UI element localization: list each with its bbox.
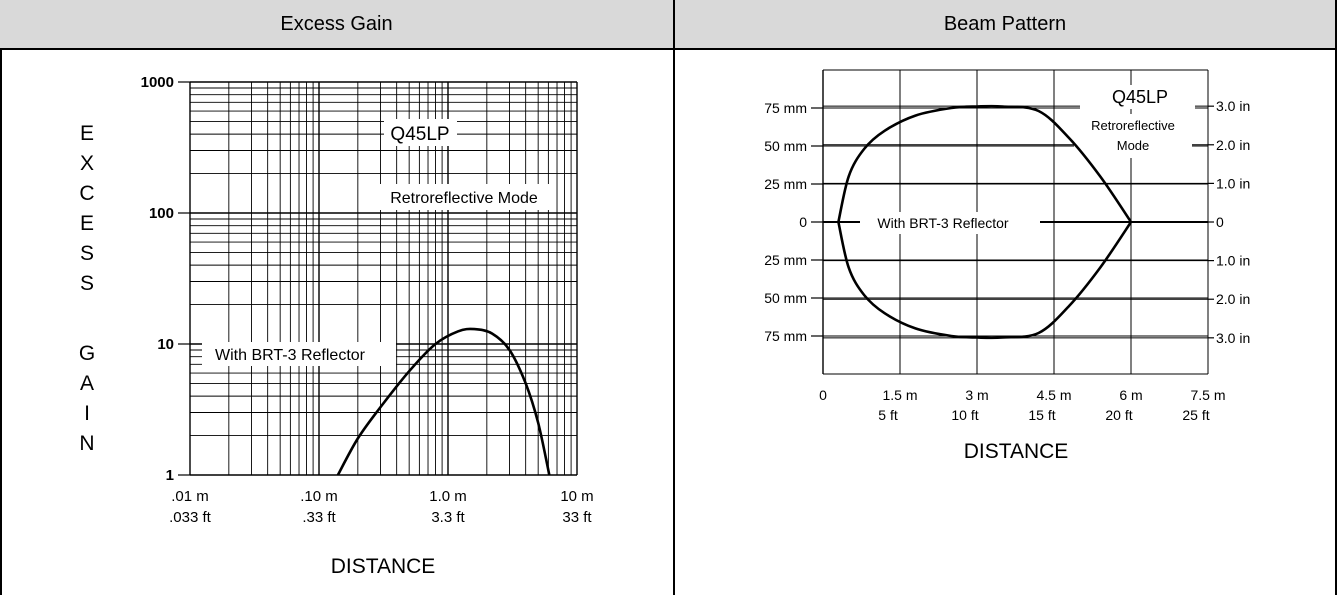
x-tick-label: 7.5 m <box>1190 387 1225 403</box>
model-label: Q45LP <box>390 124 449 145</box>
y-tick-label-right: 0 <box>1216 214 1224 230</box>
y-tick-label-right: 2.0 in <box>1216 291 1250 307</box>
y-axis-title-letter: S <box>80 242 94 265</box>
mode-label-bg <box>377 184 551 210</box>
x-tick-label: 1.5 m <box>882 387 917 403</box>
y-tick-label-left: 75 mm <box>764 328 807 344</box>
x-tick-label: 0 <box>819 387 827 403</box>
x-axis-title: DISTANCE <box>331 555 436 578</box>
y-tick-label-left: 0 <box>799 214 807 230</box>
y-axis-title-letter: G <box>79 342 95 365</box>
y-axis-title-letter: E <box>80 212 94 235</box>
model-label-bg <box>384 119 457 146</box>
y-axis-title-letter: X <box>80 152 94 175</box>
curve-label: With BRT-3 Reflector <box>215 347 366 364</box>
y-tick-label-left: 25 mm <box>764 252 807 268</box>
y-axis-title-letter: C <box>79 182 94 205</box>
mode-label-line1: Retroreflective <box>1091 118 1175 133</box>
y-tick-label-left: 25 mm <box>764 176 807 192</box>
mode-label: Retroreflective Mode <box>390 190 538 207</box>
curve-label-bg <box>860 212 1040 234</box>
curve-label: With BRT-3 Reflector <box>877 215 1009 231</box>
x-tick-label-ft: 3.3 ft <box>431 509 465 526</box>
x-tick-label-ft: .33 ft <box>302 509 336 526</box>
x-tick-label: 4.5 m <box>1036 387 1071 403</box>
model-label: Q45LP <box>1112 87 1168 107</box>
excess-gain-title: Excess Gain <box>280 12 393 35</box>
y-tick-label: 1000 <box>141 74 174 91</box>
x-tick-label-ft: 33 ft <box>562 509 592 526</box>
excess-gain-header: Excess Gain <box>0 0 673 50</box>
y-axis-title-letter: S <box>80 272 94 295</box>
beam-pattern-title: Beam Pattern <box>943 12 1067 35</box>
x-tick-label-ft: 25 ft <box>1182 407 1209 423</box>
y-tick-label-left: 50 mm <box>764 138 807 154</box>
y-tick-label-left: 50 mm <box>764 290 807 306</box>
y-axis-title-letter: I <box>84 402 90 425</box>
x-tick-label: 6 m <box>1119 387 1142 403</box>
y-axis-title-letter: E <box>80 122 94 145</box>
beam-pattern-header: Beam Pattern <box>675 0 1335 50</box>
x-tick-label: 3 m <box>965 387 988 403</box>
y-tick-label-right: 3.0 in <box>1216 330 1250 346</box>
y-tick-label-right: 3.0 in <box>1216 98 1250 114</box>
x-tick-label: .01 m <box>171 488 209 505</box>
panel-divider <box>673 0 675 595</box>
model-label-bg <box>1080 85 1195 109</box>
x-tick-label-ft: 20 ft <box>1105 407 1132 423</box>
x-tick-label: 1.0 m <box>429 488 467 505</box>
y-tick-label-right: 2.0 in <box>1216 137 1250 153</box>
y-tick-label-left: 75 mm <box>764 100 807 116</box>
y-tick-label: 1 <box>166 467 174 484</box>
x-tick-label-ft: 10 ft <box>951 407 978 423</box>
x-axis-title: DISTANCE <box>964 440 1069 463</box>
beam-upper-curve <box>837 104 1133 223</box>
curve-label-bg <box>202 342 396 366</box>
x-tick-label: .10 m <box>300 488 338 505</box>
y-tick-label: 10 <box>157 336 174 353</box>
x-tick-label-ft: 15 ft <box>1028 407 1055 423</box>
y-tick-label: 100 <box>149 205 174 222</box>
x-tick-label-ft: .033 ft <box>169 509 212 526</box>
mode-label-bg <box>1074 114 1192 158</box>
x-tick-label-ft: 5 ft <box>878 407 898 423</box>
beam-lower-curve <box>837 221 1133 340</box>
y-tick-label-right: 1.0 in <box>1216 175 1250 191</box>
mode-label-line2: Mode <box>1117 138 1150 153</box>
x-tick-label: 10 m <box>560 488 593 505</box>
excess-gain-curve <box>336 327 551 476</box>
y-axis-title-letter: N <box>79 432 94 455</box>
y-tick-label-right: 1.0 in <box>1216 253 1250 269</box>
excess-gain-chart: 1 10 100 1000 .01 m .033 ft .10 m .33 ft 1.0 m 3.… <box>79 74 594 578</box>
y-axis-title-letter: A <box>80 372 94 395</box>
